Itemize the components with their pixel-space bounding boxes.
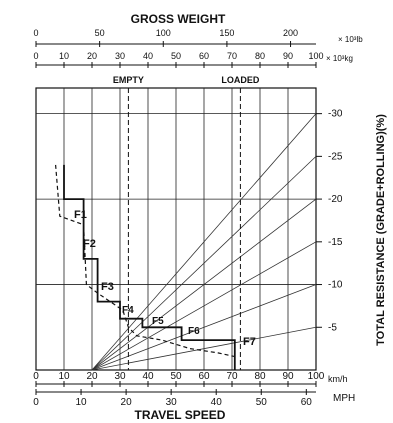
kg-unit: × 10³kg: [326, 54, 353, 63]
resistance-tick-label: -15: [328, 237, 343, 248]
resistance-tick-label: -10: [328, 280, 343, 291]
rimpull-curve-loaded: [63, 164, 236, 370]
kmh-tick-label: 20: [86, 371, 98, 382]
kg-tick-label: 30: [115, 51, 125, 61]
kg-scale: × 10³kg: [36, 54, 353, 66]
mph-unit: MPH: [333, 393, 355, 404]
kmh-tick-label: 10: [58, 371, 70, 382]
gear-label-f1: F1: [74, 209, 87, 221]
resistance-tick-label: -20: [328, 194, 343, 205]
kg-tick-label: 100: [308, 51, 323, 61]
lb-tick-label: 150: [219, 28, 234, 38]
kg-tick-label: 20: [87, 51, 97, 61]
lb-tick-label: 0: [33, 28, 38, 38]
lb-tick-label: 200: [283, 28, 298, 38]
kg-tick-label: 0: [33, 51, 38, 61]
kmh-tick-label: 70: [226, 371, 238, 382]
mph-tick-label: 50: [256, 397, 268, 408]
kg-tick-label: 50: [171, 51, 181, 61]
resistance-tick-label: -5: [328, 322, 337, 333]
weight-markers: EMPTY LOADED: [113, 75, 260, 370]
resistance-lines: [91, 113, 317, 371]
mph-tick-label: 0: [33, 397, 39, 408]
kg-tick-label: 80: [255, 51, 265, 61]
kmh-tick-label: 0: [33, 371, 39, 382]
resistance-tick-label: -25: [328, 151, 343, 162]
resistance-line: [91, 113, 317, 371]
kg-tick-label: 70: [227, 51, 237, 61]
lb-scale: × 10³lb: [36, 35, 363, 45]
kmh-tick-label: 60: [198, 371, 210, 382]
resistance-line: [91, 326, 317, 371]
empty-label: EMPTY: [113, 75, 144, 85]
gear-label-f3: F3: [101, 281, 114, 293]
resistance-line: [91, 241, 317, 371]
gear-label-f2: F2: [83, 238, 96, 250]
kmh-tick-label: 90: [282, 371, 294, 382]
kmh-tick-label: 50: [170, 371, 182, 382]
kmh-unit: km/h: [328, 374, 348, 384]
mph-tick-label: 10: [75, 397, 87, 408]
gear-label-f7: F7: [243, 336, 256, 348]
kmh-tick-label: 100: [308, 371, 325, 382]
resistance-line: [91, 198, 317, 371]
gear-label-f6: F6: [188, 326, 200, 337]
x-axis-title: TRAVEL SPEED: [135, 408, 226, 422]
kg-tick-label: 90: [283, 51, 293, 61]
resistance-axis-label: TOTAL RESISTANCE (GRADE+ROLLING)(%): [375, 114, 387, 346]
gear-label-f4: F4: [122, 305, 134, 316]
kmh-tick-label: 80: [254, 371, 266, 382]
mph-tick-label: 40: [211, 397, 223, 408]
kmh-tick-label: 30: [114, 371, 126, 382]
chart-title-gross-weight: GROSS WEIGHT: [131, 12, 226, 26]
gear-label-f5: F5: [152, 316, 164, 327]
kg-tick-label: 40: [143, 51, 153, 61]
resistance-line: [91, 284, 317, 371]
kmh-tick-label: 40: [142, 371, 154, 382]
lb-unit: × 10³lb: [338, 35, 363, 44]
loaded-label: LOADED: [221, 75, 260, 85]
mph-tick-label: 60: [301, 397, 313, 408]
gear-labels: F1 F2 F3 F4 F5 F6 F7: [74, 209, 256, 348]
resistance-line: [91, 156, 317, 371]
resistance-tick-label: -30: [328, 109, 343, 120]
mph-tick-label: 30: [166, 397, 178, 408]
mph-tick-label: 20: [121, 397, 133, 408]
kg-tick-label: 10: [59, 51, 69, 61]
kg-tick-label: 60: [199, 51, 209, 61]
lb-tick-label: 50: [95, 28, 105, 38]
lb-tick-label: 100: [156, 28, 171, 38]
